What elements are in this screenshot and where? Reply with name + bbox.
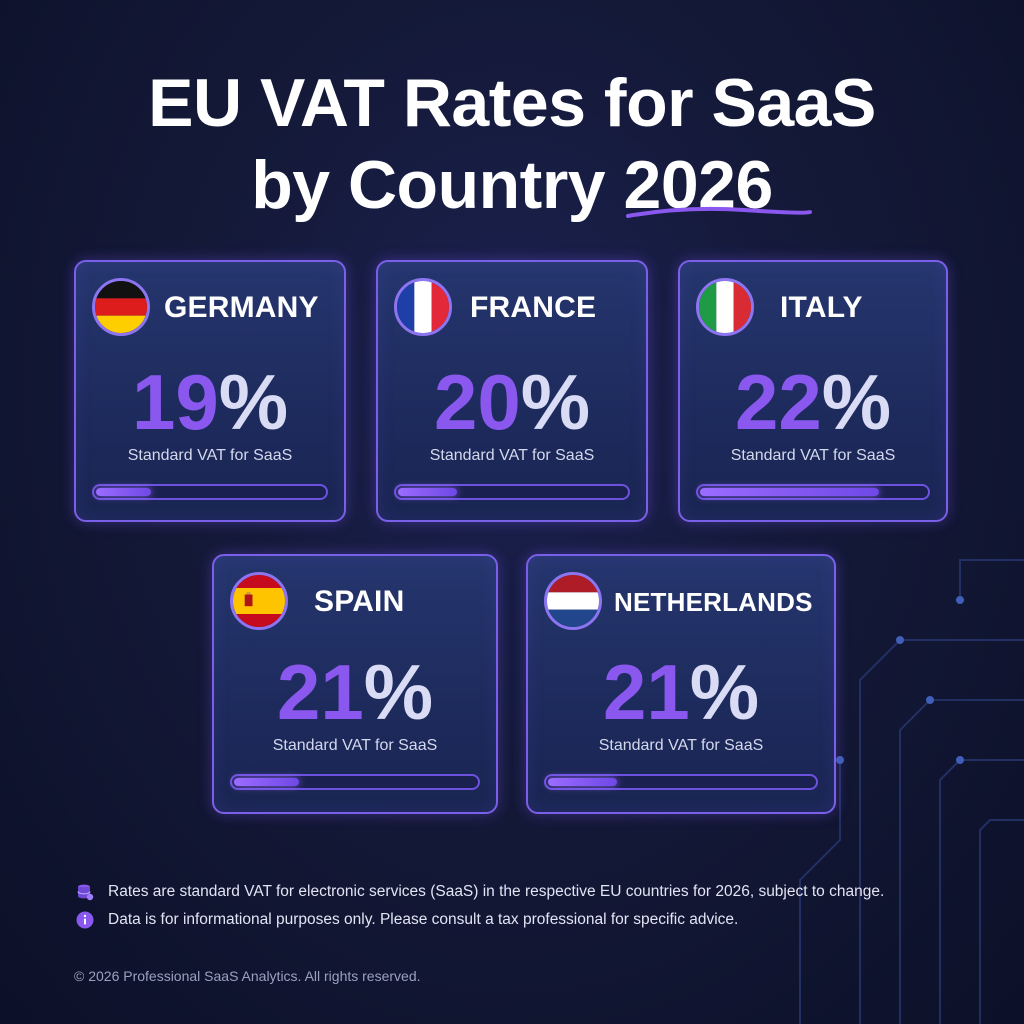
rate-bar xyxy=(394,484,630,500)
rate-bar xyxy=(230,774,480,790)
title-underline xyxy=(626,206,812,218)
vat-label: Standard VAT for SaaS xyxy=(272,737,438,754)
database-icon xyxy=(77,884,94,901)
vat-card-france: FRANCE 20% Standard VAT for SaaS xyxy=(376,260,648,522)
germany-flag-icon xyxy=(92,278,150,336)
percent-sign: % xyxy=(821,358,892,446)
vat-card-netherlands: NETHERLANDS 21% Standard VAT for SaaS xyxy=(526,554,836,814)
note-text: Data is for informational purposes only.… xyxy=(108,911,739,928)
vat-card-spain: SPAIN 21% Standard VAT for SaaS xyxy=(212,554,498,814)
vat-rate-value: 21 xyxy=(602,648,690,736)
rate-bar-fill xyxy=(234,778,300,786)
note-text: Rates are standard VAT for electronic se… xyxy=(108,883,885,900)
vat-rate: 19% xyxy=(76,360,344,444)
vat-rate-value: 19 xyxy=(131,358,219,446)
vat-rate: 21% xyxy=(528,650,834,734)
vat-label: Standard VAT for SaaS xyxy=(598,737,764,754)
country-name: ITALY xyxy=(780,291,863,324)
rate-bar-fill xyxy=(700,488,879,496)
country-name: FRANCE xyxy=(470,291,597,324)
vat-rate: 22% xyxy=(680,360,946,444)
country-name: NETHERLANDS xyxy=(614,587,813,617)
rate-bar xyxy=(92,484,328,500)
france-flag-icon xyxy=(394,278,452,336)
rate-bar xyxy=(696,484,930,500)
spain-flag-icon xyxy=(230,572,288,630)
vat-card-germany: GERMANY 19% Standard VAT for SaaS xyxy=(74,260,346,522)
vat-label: Standard VAT for SaaS xyxy=(429,447,595,464)
italy-flag-icon xyxy=(696,278,754,336)
rate-bar-fill xyxy=(96,488,151,496)
vat-rate-value: 22 xyxy=(734,358,822,446)
copyright-text: © 2026 Professional SaaS Analytics. All … xyxy=(74,968,421,984)
page-title: EU VAT Rates for SaaS by Country 2026 xyxy=(0,62,1024,226)
percent-sign: % xyxy=(363,648,434,736)
vat-rate-value: 21 xyxy=(276,648,364,736)
title-line-1: EU VAT Rates for SaaS xyxy=(148,65,876,141)
rate-bar-fill xyxy=(398,488,458,496)
country-name: SPAIN xyxy=(314,585,405,618)
vat-card-italy: ITALY 22% Standard VAT for SaaS xyxy=(678,260,948,522)
rate-bar-fill xyxy=(548,778,618,786)
percent-sign: % xyxy=(218,358,289,446)
percent-sign: % xyxy=(689,648,760,736)
rate-bar xyxy=(544,774,818,790)
title-line-2: by Country xyxy=(251,147,624,223)
vat-rate: 20% xyxy=(378,360,646,444)
vat-rate-value: 20 xyxy=(433,358,521,446)
country-name: GERMANY xyxy=(164,291,319,324)
vat-label: Standard VAT for SaaS xyxy=(127,447,293,464)
vat-rate: 21% xyxy=(214,650,496,734)
vat-label: Standard VAT for SaaS xyxy=(730,447,896,464)
percent-sign: % xyxy=(520,358,591,446)
netherlands-flag-icon xyxy=(544,572,602,630)
info-icon xyxy=(76,911,94,929)
